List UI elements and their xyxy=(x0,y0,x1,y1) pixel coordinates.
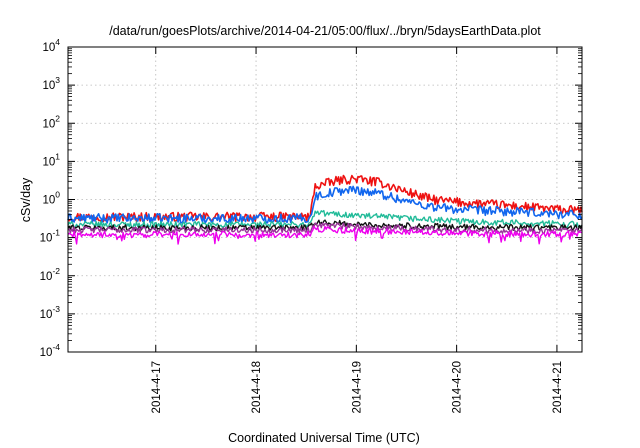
y-tick-base: 10 xyxy=(40,347,53,359)
plot-frame xyxy=(67,46,583,353)
x-tick-label: 2014-4-20 xyxy=(452,361,464,413)
y-axis-label: cSv/day xyxy=(19,177,33,222)
x-tick-label: 2014-4-21 xyxy=(552,361,564,413)
y-tick-base: 10 xyxy=(40,233,53,245)
x-tick-labels: 2014-4-17 2014-4-18 2014-4-19 2014-4-20 2014… xyxy=(151,361,564,413)
y-tick-label: 102 xyxy=(42,113,60,130)
ticks xyxy=(68,46,582,353)
y-tick-label: 10-3 xyxy=(40,304,61,321)
x-axis-label: Coordinated Universal Time (UTC) xyxy=(228,431,420,445)
y-tick-exponent: -3 xyxy=(52,304,60,314)
y-tick-base: 10 xyxy=(42,156,55,168)
y-tick-label: 100 xyxy=(42,190,60,207)
y-tick-base: 10 xyxy=(42,42,55,54)
y-tick-base: 10 xyxy=(40,309,53,321)
y-tick-label: 101 xyxy=(42,151,60,168)
y-tick-label: 10-2 xyxy=(40,266,61,283)
y-tick-label: 10-4 xyxy=(40,342,61,359)
chart-title: /data/run/goesPlots/archive/2014-04-21/0… xyxy=(109,24,541,38)
x-tick-label: 2014-4-19 xyxy=(351,361,363,413)
y-tick-base: 10 xyxy=(42,80,55,92)
x-tick-label: 2014-4-18 xyxy=(251,361,263,413)
y-tick-exponent: -4 xyxy=(52,342,60,352)
y-tick-exponent: -1 xyxy=(52,228,60,238)
series-layer xyxy=(67,174,583,245)
series-line-6 xyxy=(67,225,583,245)
y-tick-label: 10-1 xyxy=(40,228,61,245)
x-tick-label: 2014-4-17 xyxy=(151,361,163,413)
y-tick-exponent: 1 xyxy=(55,151,60,161)
y-tick-label: 103 xyxy=(42,75,60,92)
y-tick-base: 10 xyxy=(40,271,53,283)
y-tick-label: 104 xyxy=(42,37,60,54)
y-tick-base: 10 xyxy=(42,195,55,207)
y-tick-exponent: 0 xyxy=(55,190,60,200)
y-tick-exponent: 2 xyxy=(55,113,60,123)
y-tick-exponent: -2 xyxy=(52,266,60,276)
grid xyxy=(68,47,582,352)
y-tick-exponent: 3 xyxy=(55,75,60,85)
series-line-2 xyxy=(67,185,583,224)
y-tick-base: 10 xyxy=(42,118,55,130)
y-tick-exponent: 4 xyxy=(55,37,60,47)
